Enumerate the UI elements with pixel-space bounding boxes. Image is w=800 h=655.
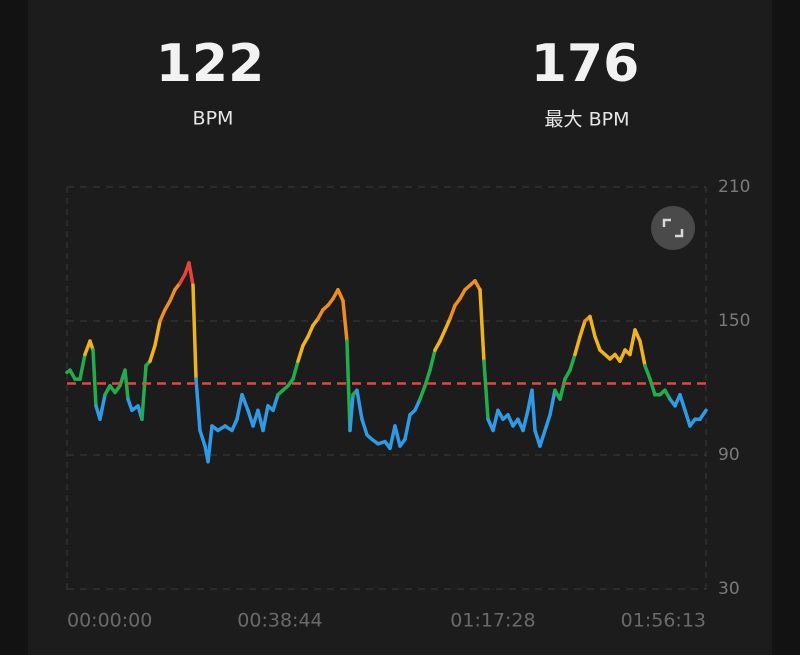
hr-segment bbox=[593, 334, 602, 352]
hr-segment bbox=[443, 317, 452, 332]
hr-segment bbox=[291, 359, 300, 381]
panel bbox=[28, 0, 772, 655]
hr-segment bbox=[588, 314, 597, 339]
hr-segment bbox=[628, 328, 637, 357]
x-tick-label: 01:56:13 bbox=[621, 610, 706, 632]
hr-segment bbox=[194, 377, 202, 433]
hr-segment bbox=[235, 392, 244, 422]
hr-segment bbox=[543, 413, 552, 433]
hr-segment bbox=[638, 339, 647, 368]
hr-segment bbox=[78, 352, 87, 381]
max-value: 176 bbox=[531, 34, 640, 94]
hr-segment bbox=[360, 417, 369, 437]
hr-segment bbox=[521, 408, 530, 433]
max-label: 最大 BPM bbox=[545, 109, 630, 131]
hr-segment bbox=[538, 428, 547, 448]
hr-segment bbox=[578, 319, 587, 339]
hr-segment bbox=[423, 368, 432, 388]
hr-segment bbox=[633, 328, 642, 343]
hr-segment bbox=[618, 348, 627, 363]
hr-segment bbox=[191, 283, 198, 381]
hr-segment bbox=[678, 392, 687, 413]
hr-segment bbox=[168, 287, 177, 303]
hr-segment bbox=[573, 334, 582, 357]
hr-segment bbox=[683, 408, 692, 428]
hr-segment bbox=[240, 392, 250, 413]
y-tick-label: 210 bbox=[718, 177, 750, 197]
expand-bg[interactable] bbox=[651, 206, 695, 250]
hr-segment bbox=[355, 388, 364, 422]
plot: 30 90 150 210 00:00:00 00:38:44 01:17:28 01:56:… bbox=[65, 177, 750, 632]
hr-segment bbox=[530, 388, 537, 433]
hr-segment bbox=[418, 384, 427, 401]
hr-segment bbox=[336, 287, 345, 303]
hr-segment bbox=[506, 413, 515, 428]
hr-segment bbox=[306, 323, 315, 339]
hr-segment bbox=[126, 397, 134, 413]
hr-segment bbox=[648, 377, 657, 397]
y-tick-label: 30 bbox=[718, 579, 740, 599]
hr-segment bbox=[198, 428, 207, 448]
hr-segment bbox=[230, 417, 239, 433]
hr-segment bbox=[206, 424, 214, 464]
expand-button[interactable] bbox=[651, 206, 695, 250]
x-tick-label: 00:38:44 bbox=[237, 610, 322, 632]
avg-value: 122 bbox=[156, 34, 265, 94]
x-tick-label: 00:00:00 bbox=[67, 610, 152, 632]
expand-icon[interactable] bbox=[662, 218, 684, 238]
hr-segment bbox=[643, 363, 652, 381]
hr-segment bbox=[438, 328, 447, 343]
hr-segment bbox=[296, 343, 305, 363]
hr-segment bbox=[98, 392, 107, 422]
avg-label: BPM bbox=[193, 108, 234, 130]
hr-segment bbox=[148, 343, 157, 363]
hr-segment bbox=[91, 348, 98, 408]
hr-segment bbox=[271, 392, 280, 413]
hr-segment bbox=[548, 388, 557, 417]
hr-segment bbox=[261, 404, 270, 433]
hr-segment bbox=[403, 413, 412, 442]
hr-segment bbox=[393, 424, 402, 448]
hr-segment bbox=[568, 352, 577, 372]
hr-segment bbox=[187, 261, 195, 288]
hr-segment bbox=[158, 308, 167, 323]
hr-segment bbox=[698, 408, 708, 422]
hr-segment bbox=[448, 303, 457, 321]
hr-segment bbox=[478, 287, 486, 363]
hr-segment bbox=[348, 392, 355, 433]
y-tick-label: 90 bbox=[718, 445, 740, 465]
hr-segment bbox=[140, 363, 148, 422]
y-tick-label: 150 bbox=[718, 311, 750, 331]
hr-segment bbox=[345, 339, 352, 433]
x-tick-label: 01:17:28 bbox=[450, 610, 535, 632]
hr-segment bbox=[123, 368, 130, 401]
hr-segment bbox=[153, 319, 162, 348]
hr-segment bbox=[491, 408, 500, 433]
hr-segment bbox=[482, 359, 490, 422]
hr-segment bbox=[341, 299, 349, 343]
hr-segment bbox=[413, 397, 422, 413]
hr-segment bbox=[428, 348, 437, 372]
